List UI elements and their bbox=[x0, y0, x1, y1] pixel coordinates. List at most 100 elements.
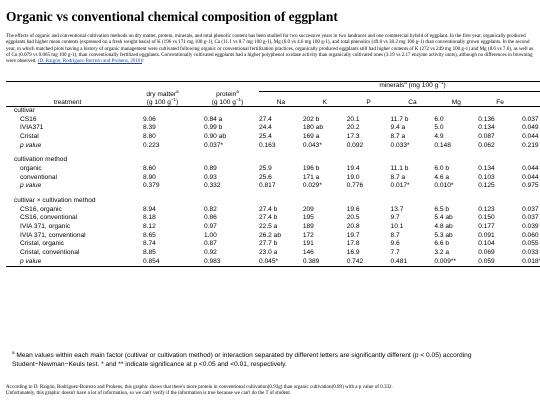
table-cell: 0.86 bbox=[204, 214, 217, 222]
table-cell: 0.817 bbox=[259, 182, 276, 190]
row-label: CS16, organic bbox=[20, 205, 62, 213]
table-cell: 6.5 b bbox=[434, 205, 450, 213]
table-cell: 0.044 bbox=[522, 165, 539, 173]
table-cell: 0.93 bbox=[204, 173, 217, 181]
table-cell: 25.9 bbox=[259, 165, 272, 173]
table-cell: 0.049 bbox=[522, 124, 539, 132]
table-cell: 0.219 bbox=[522, 141, 539, 149]
table-cell: 0.742 bbox=[346, 257, 391, 268]
row-label: CS16 bbox=[20, 115, 37, 123]
table-cell: 19.6 bbox=[346, 205, 360, 213]
row-label: IVIA 371, conventional bbox=[20, 231, 86, 239]
section-label: cultivation method bbox=[14, 156, 68, 164]
intro-tail: ! bbox=[142, 58, 144, 65]
table-cell: 0.039 ab bbox=[522, 223, 540, 231]
table-cell: 25.6 bbox=[259, 173, 272, 181]
table-cell: 10.1 bbox=[390, 223, 404, 231]
table-cell: 1.00 bbox=[204, 231, 217, 239]
table-cell: 27.7 b bbox=[259, 240, 278, 248]
table-cell: 202 b bbox=[302, 115, 320, 123]
table-row: IVIA371 8.39 0.99 b 24.4 180 ab 20.2 9.4 a 5.0 0… bbox=[6, 124, 540, 133]
table-cell: 23.0 a bbox=[259, 249, 278, 256]
table-cell: 5.4 ab bbox=[434, 214, 453, 222]
table-cell: 8.80 bbox=[143, 133, 156, 141]
row-label: IVIA371 bbox=[20, 124, 44, 132]
table-cell: 0.010* bbox=[434, 182, 454, 190]
na-header: Na bbox=[259, 91, 303, 108]
p-value-row: p value 0.854 0.983 0.045* 0.389 0.742 0.481 0.… bbox=[6, 257, 540, 268]
mg-header: Mg bbox=[434, 91, 479, 108]
table-cell: 0.776 bbox=[346, 182, 364, 190]
table-row: Cristal, organic 8.74 0.87 27.7 b 191 17.8 9.6… bbox=[6, 240, 540, 249]
table-cell: 0.037 ab bbox=[522, 205, 540, 213]
section-header: cultivation method bbox=[6, 156, 540, 165]
table-cell: 17.8 bbox=[346, 240, 360, 248]
dry-matter-header: dry mattera (g 100 g−1) bbox=[129, 89, 196, 108]
table-cell: 0.104 bbox=[478, 240, 495, 248]
table-cell: 20.8 bbox=[346, 223, 360, 231]
table-cell: 20.5 bbox=[346, 214, 360, 222]
p-header: P bbox=[346, 91, 391, 108]
table-cell: 0.99 b bbox=[204, 124, 223, 132]
table-cell: 0.983 bbox=[196, 257, 259, 268]
table-cell: 8.39 bbox=[143, 124, 156, 132]
table-cell: 0.134 bbox=[478, 165, 495, 173]
citation-link[interactable]: (D. Raigón, Rodríguez-Burrezo and Prohen… bbox=[37, 58, 143, 65]
row-label: Cristal, conventional bbox=[20, 249, 80, 256]
section-label: cultivar × cultivation method bbox=[14, 197, 96, 205]
row-label: organic bbox=[20, 165, 42, 173]
table-cell: 8.7 bbox=[390, 231, 400, 239]
table-cell: 7.7 bbox=[390, 249, 400, 256]
table-row: CS16, organic 8.94 0.82 27.4 b 209 19.6 13.7 6.… bbox=[6, 206, 540, 215]
table-cell: 0.136 bbox=[478, 115, 495, 123]
table-cell: 209 bbox=[302, 205, 314, 213]
table-cell: 8.18 bbox=[143, 214, 156, 222]
table-cell: 0.018* bbox=[522, 257, 540, 268]
ca-header: Ca bbox=[390, 91, 435, 108]
page-title: Organic vs conventional chemical composi… bbox=[6, 9, 338, 24]
table-cell: 4.8 ab bbox=[434, 223, 453, 231]
table-cell: 9.06 bbox=[143, 115, 156, 123]
section-label: cultivar bbox=[14, 107, 35, 115]
table-cell: 0.033 a bbox=[522, 249, 540, 256]
table-cell: 0.092 bbox=[346, 141, 364, 149]
row-label: IVIA 371, organic bbox=[20, 223, 71, 231]
row-label: p value bbox=[6, 257, 129, 268]
minerals-group-header: mineralsa (mg 100 g−1) bbox=[259, 81, 540, 92]
table-cell: 0.150 bbox=[478, 214, 495, 222]
table-cell: 5.3 ab bbox=[434, 231, 453, 239]
table-cell: 189 bbox=[302, 223, 314, 231]
table-cell: 19.0 bbox=[346, 173, 360, 181]
table-cell: 16.9 bbox=[346, 249, 360, 256]
composition-table: mineralsa (mg 100 g−1) treatment dry mat… bbox=[6, 81, 540, 268]
row-label: CS16, conventional bbox=[20, 214, 78, 222]
table-cell: 9.6 bbox=[390, 240, 400, 248]
table-cell: 0.123 bbox=[478, 205, 495, 213]
table-cell: 0.062 bbox=[478, 141, 495, 149]
table-cell: 0.059 bbox=[478, 257, 523, 268]
table-cell: 0.82 bbox=[204, 205, 217, 213]
table-cell: 0.163 bbox=[259, 141, 276, 149]
row-label: Cristal bbox=[20, 133, 39, 141]
p-value-row: p value 0.223 0.037* 0.163 0.043* 0.092 0.033*… bbox=[6, 142, 540, 151]
table-cell: 8.94 bbox=[143, 205, 156, 213]
table-cell: 0.177 bbox=[478, 223, 495, 231]
table-cell: 11.7 b bbox=[390, 115, 409, 123]
table-cell: 191 bbox=[302, 240, 314, 248]
table-cell: 0.087 bbox=[478, 133, 495, 141]
table-body: cultivar CS16 9.06 0.84 a 27.4 202 b 20.1 11.7 … bbox=[6, 107, 540, 268]
table-cell: 8.90 bbox=[143, 173, 156, 181]
table-cell: 20.2 bbox=[346, 124, 360, 132]
table-row: CS16 9.06 0.84 a 27.4 202 b 20.1 11.7 b 6.0 0.13… bbox=[6, 116, 540, 125]
table-cell: 27.4 bbox=[259, 115, 272, 123]
table-cell: 0.379 bbox=[143, 182, 160, 190]
table-cell: 0.148 bbox=[434, 141, 451, 149]
row-label: Cristal, organic bbox=[20, 240, 64, 248]
table-cell: 0.134 bbox=[478, 124, 495, 132]
table-cell: 0.009** bbox=[434, 257, 479, 268]
table-cell: 8.60 bbox=[143, 165, 156, 173]
p-value-row: p value 0.379 0.332 0.817 0.029* 0.776 0.017* 0… bbox=[6, 182, 540, 191]
table-cell: 27.4 b bbox=[259, 214, 278, 222]
table-cell: 8.7 a bbox=[390, 133, 406, 141]
table-cell: 11.1 b bbox=[390, 165, 409, 173]
